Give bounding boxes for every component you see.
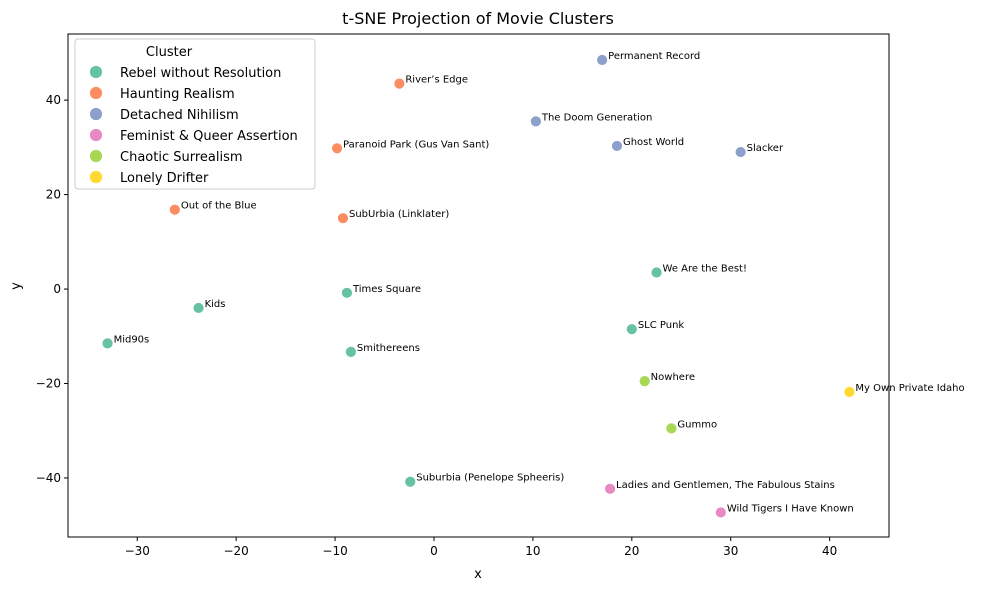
data-point (331, 142, 343, 155)
data-point (611, 140, 623, 152)
legend-entry: Rebel without Resolution (120, 66, 281, 81)
data-point (529, 115, 542, 128)
point-label: Ladies and Gentlemen, The Fabulous Stain… (616, 480, 835, 491)
data-point (734, 146, 747, 158)
point-label: SubUrbia (Linklater) (349, 209, 449, 220)
x-tick-label: 30 (723, 544, 738, 558)
point-label: Paranoid Park (Gus Van Sant) (343, 139, 489, 150)
legend-entry: Feminist & Queer Assertion (120, 129, 298, 144)
x-tick-label: −10 (322, 544, 347, 558)
data-point (625, 323, 638, 336)
chart-title: t-SNE Projection of Movie Clusters (342, 9, 614, 28)
point-label: Smithereens (357, 343, 420, 354)
point-label: Suburbia (Penelope Spheeris) (416, 473, 564, 484)
x-tick-label: 20 (624, 544, 639, 558)
y-tick-label: 0 (53, 282, 61, 296)
data-point (393, 77, 406, 90)
data-point (341, 286, 353, 299)
y-tick-label: 20 (46, 188, 61, 202)
point-labels: Permanent Record River’s Edge The Doom Gen… (114, 51, 965, 514)
x-tick-label: 10 (525, 544, 540, 558)
data-point (596, 54, 609, 66)
legend-marker (89, 149, 103, 163)
data-point (604, 482, 616, 495)
data-point (101, 337, 114, 350)
point-label: Nowhere (651, 372, 695, 383)
point-label: Slacker (747, 143, 784, 154)
point-label: The Doom Generation (541, 112, 652, 123)
point-label: Wild Tigers I Have Known (727, 503, 854, 514)
legend-entry: Haunting Realism (120, 87, 235, 102)
point-label: Permanent Record (608, 51, 700, 62)
legend-marker (89, 170, 103, 184)
data-point (344, 345, 357, 358)
x-tick-label: 40 (822, 544, 837, 558)
legend-marker (89, 86, 103, 100)
legend-entry: Lonely Drifter (120, 171, 209, 186)
data-point (337, 212, 349, 225)
data-point (843, 386, 856, 398)
data-point (650, 266, 663, 279)
y-tick-label: 40 (46, 93, 61, 107)
point-label: SLC Punk (638, 320, 685, 331)
data-point (638, 375, 651, 388)
point-label: Gummo (677, 419, 717, 430)
legend-title: Cluster (146, 45, 193, 60)
plot-frame (67, 33, 890, 538)
point-label: My Own Private Idaho (855, 383, 964, 394)
data-point (665, 422, 678, 435)
legend-entry: Chaotic Surrealism (120, 150, 243, 165)
legend-box (74, 38, 316, 190)
point-label: Out of the Blue (181, 201, 257, 212)
legend-marker (89, 128, 103, 142)
point-label: Ghost World (623, 137, 684, 148)
y-tick-label: −40 (36, 471, 61, 485)
point-label: Times Square (352, 284, 421, 295)
legend-entry: Detached Nihilism (120, 108, 239, 123)
x-tick-label: 0 (430, 544, 438, 558)
point-label: We Are the Best! (663, 264, 747, 275)
data-point (714, 506, 727, 519)
point-label: Kids (205, 299, 226, 310)
x-axis-label: x (474, 567, 482, 582)
legend: Cluster Rebel without Resolution Haunting … (74, 38, 316, 190)
legend-marker (89, 65, 103, 79)
point-label: Mid90s (114, 334, 150, 345)
data-point (168, 203, 181, 216)
y-axis-label: y (9, 282, 24, 290)
data-points (101, 54, 856, 519)
legend-marker (89, 107, 103, 121)
y-tick-label: −20 (36, 377, 61, 391)
x-tick-label: −20 (223, 544, 248, 558)
x-tick-label: −30 (125, 544, 150, 558)
axes: −30 −20 −10 0 10 20 30 40 −40 −20 0 20 40 (36, 33, 890, 558)
data-point (192, 302, 205, 314)
point-label: River’s Edge (405, 75, 468, 86)
data-point (404, 475, 417, 488)
